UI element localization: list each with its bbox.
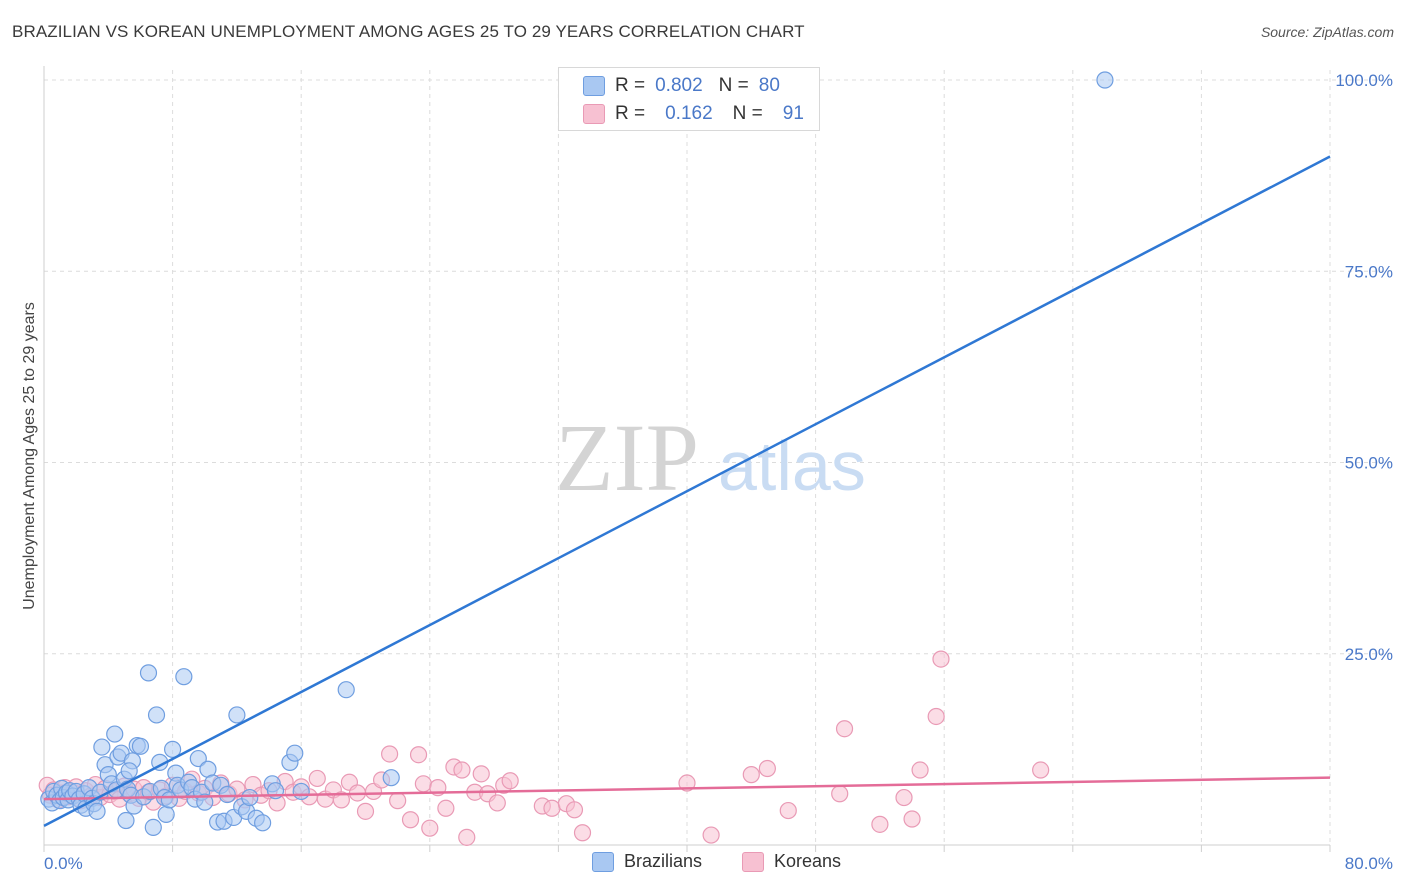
data-point bbox=[401, 811, 420, 829]
data-point bbox=[911, 761, 929, 779]
data-point bbox=[254, 814, 272, 832]
data-point bbox=[106, 725, 124, 743]
data-point bbox=[678, 774, 696, 792]
data-point bbox=[241, 788, 259, 807]
data-point bbox=[292, 782, 310, 801]
data-point bbox=[501, 772, 519, 790]
legend-swatch-pink bbox=[583, 104, 605, 124]
watermark-zip: ZIP bbox=[555, 404, 699, 511]
legend-swatch-blue bbox=[592, 851, 614, 872]
legend-row-koreans: R = 0.162 N = 91 bbox=[559, 100, 804, 128]
legend-r-label: R = bbox=[615, 75, 646, 96]
legend-item-brazilians: Brazilians bbox=[592, 851, 702, 872]
data-point bbox=[437, 799, 455, 817]
legend-label-koreans: Koreans bbox=[774, 851, 842, 871]
legend-item-koreans: Koreans bbox=[742, 851, 841, 872]
data-point bbox=[453, 761, 471, 779]
data-point bbox=[421, 819, 439, 837]
data-point bbox=[139, 664, 158, 682]
data-point bbox=[356, 802, 375, 820]
data-point bbox=[131, 737, 150, 755]
data-point bbox=[332, 791, 350, 809]
data-point bbox=[308, 769, 326, 788]
data-point bbox=[472, 765, 490, 783]
data-point bbox=[903, 810, 921, 828]
tick-labels: 25.0% 50.0% 75.0% 100.0% 0.0% 80.0% bbox=[44, 71, 1393, 873]
legend-swatch-blue bbox=[583, 76, 605, 96]
source-label: Source: ZipAtlas.com bbox=[1260, 24, 1394, 40]
legend-row-brazilians: R = 0.802 N = 80 bbox=[559, 72, 780, 100]
data-point bbox=[389, 792, 407, 810]
data-point bbox=[458, 828, 476, 846]
y-tick-label: 75.0% bbox=[1345, 262, 1393, 281]
data-point bbox=[218, 785, 236, 804]
data-point bbox=[196, 793, 214, 811]
data-point bbox=[871, 815, 889, 833]
trend-line-koreans bbox=[43, 776, 1331, 801]
y-tick-label: 50.0% bbox=[1345, 454, 1393, 473]
data-point bbox=[93, 738, 111, 756]
data-point bbox=[488, 794, 506, 812]
y-tick-label: 100.0% bbox=[1335, 71, 1393, 90]
y-axis-label: Unemployment Among Ages 25 to 29 years bbox=[21, 302, 38, 610]
axes bbox=[43, 66, 1331, 852]
x-tick-label: 0.0% bbox=[44, 854, 83, 873]
data-point bbox=[382, 769, 400, 787]
data-point bbox=[895, 788, 913, 807]
data-point bbox=[144, 818, 162, 837]
grid-lines bbox=[44, 70, 1392, 845]
legend-n-label: N = bbox=[732, 103, 763, 124]
data-point bbox=[414, 775, 432, 793]
legend-label-brazilians: Brazilians bbox=[624, 851, 703, 871]
data-point bbox=[927, 707, 945, 726]
data-point bbox=[175, 668, 193, 686]
correlation-legend: R = 0.802 N = 80 R = 0.162 N = 91 bbox=[558, 67, 820, 131]
x-tick-label: 80.0% bbox=[1345, 854, 1393, 873]
y-tick-label: 25.0% bbox=[1345, 645, 1393, 664]
data-point bbox=[831, 785, 849, 803]
trend-lines bbox=[43, 155, 1331, 827]
data-point bbox=[117, 811, 135, 830]
data-point bbox=[573, 824, 592, 842]
legend-swatch-pink bbox=[742, 851, 764, 872]
legend-n-value: 91 bbox=[782, 103, 804, 124]
data-point bbox=[758, 759, 776, 778]
legend-r-label: R = bbox=[615, 103, 646, 124]
data-point bbox=[932, 650, 950, 668]
data-point bbox=[742, 766, 760, 784]
data-point bbox=[381, 745, 399, 763]
legend-r-value: 0.802 bbox=[655, 75, 703, 96]
data-point bbox=[88, 802, 106, 820]
data-point bbox=[164, 740, 182, 758]
data-point bbox=[286, 744, 304, 762]
watermark: ZIP atlas bbox=[555, 404, 866, 511]
data-point bbox=[228, 706, 246, 724]
trend-line-brazilians bbox=[43, 155, 1331, 827]
watermark-atlas: atlas bbox=[718, 427, 866, 505]
legend-r-value: 0.162 bbox=[665, 103, 713, 124]
series-legend: Brazilians Koreans bbox=[0, 851, 1406, 879]
data-point bbox=[779, 801, 797, 820]
data-point bbox=[1032, 761, 1050, 779]
legend-n-label: N = bbox=[718, 75, 749, 96]
data-point bbox=[157, 805, 175, 824]
data-point bbox=[189, 749, 207, 768]
data-point bbox=[147, 706, 166, 724]
data-point bbox=[337, 681, 355, 699]
chart-title: BRAZILIAN VS KOREAN UNEMPLOYMENT AMONG A… bbox=[12, 22, 805, 41]
data-point bbox=[409, 746, 428, 764]
data-point bbox=[543, 799, 561, 817]
data-point bbox=[1096, 71, 1114, 89]
data-point bbox=[702, 826, 720, 844]
data-point bbox=[120, 762, 138, 780]
legend-n-value: 80 bbox=[758, 75, 780, 96]
data-point bbox=[565, 801, 584, 819]
data-point bbox=[835, 720, 854, 738]
